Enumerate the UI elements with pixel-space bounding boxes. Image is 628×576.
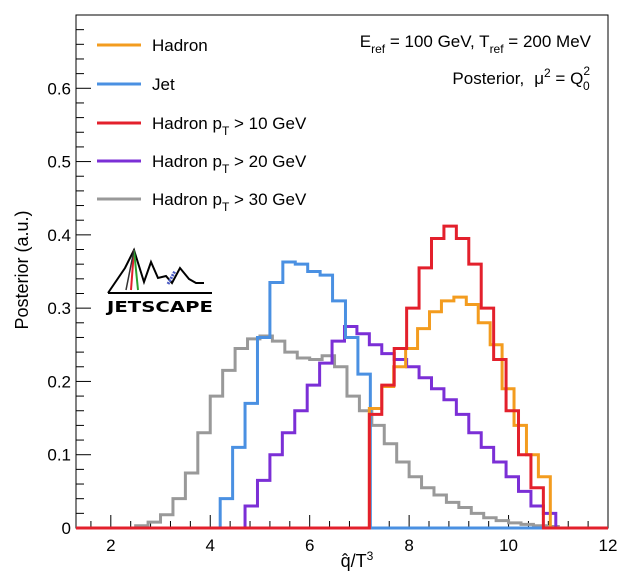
legend-label-2-rest: > 10 GeV [229,114,307,133]
y-axis-title: Posterior (a.u.) [12,210,32,329]
x-axis-title-sup: 3 [367,549,374,563]
y-tick-label-4: 0.4 [47,226,71,245]
x-tick-label-3: 8 [404,536,413,555]
legend-label-2-sub: T [222,124,230,138]
legend-label-4-sub: T [222,200,230,214]
annotation-e: E [360,32,371,51]
annotation-mid: = 100 GeV, T [385,32,489,51]
logo-spike-dark [125,249,135,291]
annotation-t-sub: ref [490,42,505,56]
legend-label-4: Hadron pT > 30 GeV [152,190,307,214]
legend-label-0: Hadron [152,36,208,55]
x-axis-title-main: q̂/T [341,551,367,571]
annotation-e-sub: ref [371,42,386,56]
logo-mountain-outline [107,247,204,294]
x-axis-title: q̂/T3 [341,549,374,571]
annotation-mu-sup: 2 [544,66,551,80]
logo-spike-green [133,249,139,291]
series-line-4 [76,334,608,530]
logo-spike-blue [166,270,177,285]
series-line-3 [76,324,608,530]
legend-label-4-main: Hadron p [152,190,222,209]
y-tick-label-2: 0.2 [47,372,71,391]
legend-label-4-rest: > 30 GeV [229,190,307,209]
legend-label-3-sub: T [222,162,230,176]
series-line-1 [76,260,608,530]
annotation-mu: μ [534,69,544,88]
x-tick-label-5: 12 [599,536,618,555]
legend-label-3: Hadron pT > 20 GeV [152,152,307,176]
legend-label-1-main: Jet [152,75,175,94]
y-axis: 0 0.1 0.2 0.3 0.4 0.5 0.6 [47,14,91,538]
annotation-eq: = Q [551,69,584,88]
annotation-line-1: Eref = 100 GeV, Tref = 200 MeV [360,32,592,56]
logo-text: JETSCAPE [106,298,213,316]
annotation-q-sup: 2 [583,64,590,78]
logo-spike-red [130,249,135,291]
legend: Hadron Jet Hadron pT > 10 GeV Hadron pT … [97,36,307,214]
legend-label-2-main: Hadron p [152,114,222,133]
jetscape-logo: JETSCAPE [106,247,213,316]
annotation-line-2: Posterior, μ2 = Q2 0 [452,64,590,93]
legend-label-0-main: Hadron [152,36,208,55]
y-tick-label-5: 0.5 [47,153,71,172]
x-tick-label-0: 2 [106,536,115,555]
legend-label-2: Hadron pT > 10 GeV [152,114,307,138]
y-tick-label-6: 0.6 [47,79,71,98]
legend-label-3-rest: > 20 GeV [229,152,307,171]
x-tick-label-2: 6 [305,536,314,555]
y-tick-label-1: 0.1 [47,446,71,465]
x-tick-label-1: 4 [206,536,215,555]
x-axis: 2 4 6 8 10 12 [90,515,618,555]
y-tick-label-0: 0 [62,519,71,538]
y-tick-label-3: 0.3 [47,299,71,318]
x-tick-label-4: 10 [499,536,518,555]
legend-label-3-main: Hadron p [152,152,222,171]
annotation-posterior: Posterior, [452,69,524,88]
series-layer [76,224,608,530]
legend-label-1: Jet [152,75,175,94]
series-line-2 [76,224,608,530]
annotation-end: = 200 MeV [504,32,592,51]
annotation-q-sub: 0 [583,79,590,93]
